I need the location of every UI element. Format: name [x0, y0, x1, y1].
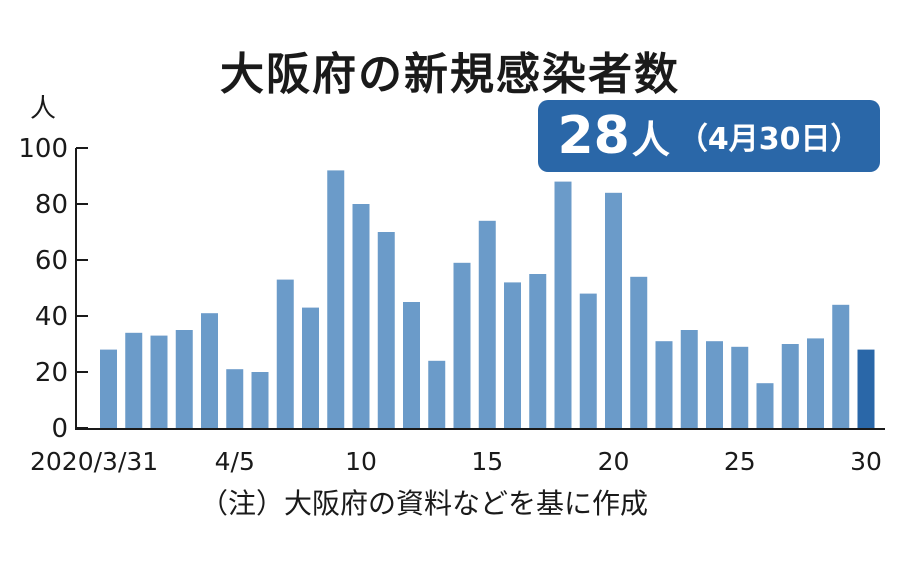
callout-date: （4月30日）	[677, 122, 861, 157]
y-tick-label: 20	[35, 358, 68, 388]
bar-2020-3-31	[100, 349, 117, 428]
bar-4-22	[655, 341, 673, 428]
callout-value: 28	[557, 106, 630, 166]
bar-4-2	[150, 335, 168, 428]
chart-title: 大阪府の新規感染者数	[220, 49, 680, 100]
bar-4-12	[403, 302, 420, 428]
x-tick-label: 25	[724, 447, 756, 476]
bar-4-14	[453, 262, 471, 428]
bar-4-30	[857, 349, 875, 428]
bar-4-15	[478, 220, 496, 428]
bar-4-10	[352, 204, 370, 428]
bar-4-21	[630, 276, 648, 428]
bar-4-20	[605, 192, 622, 428]
x-tick-label: 20	[598, 447, 630, 476]
bar-4-24	[706, 341, 723, 428]
x-tick-label: 30	[850, 447, 882, 476]
bar-4-5	[226, 369, 244, 428]
bar-4-9	[327, 170, 345, 428]
y-tick-label: 100	[18, 134, 68, 164]
bar-4-3	[175, 330, 193, 428]
x-tick-label: 4/5	[215, 447, 255, 476]
y-axis-unit: 人	[30, 94, 57, 124]
y-tick-label: 0	[51, 414, 68, 444]
bar-4-23	[680, 330, 698, 428]
bar-4-11	[377, 232, 395, 428]
bar-4-27	[781, 344, 799, 428]
bar-4-4	[201, 313, 218, 428]
bar-4-26	[756, 383, 774, 428]
bar-4-18	[554, 181, 572, 428]
bar-4-1	[125, 332, 143, 428]
x-tick-label: 15	[471, 447, 503, 476]
bar-4-29	[832, 304, 850, 428]
callout-unit: 人	[631, 117, 670, 162]
bar-4-8	[302, 307, 319, 428]
latest-value-callout: 28 人 （4月30日）	[538, 100, 880, 172]
bar-4-13	[428, 360, 446, 428]
bar-4-19	[579, 293, 597, 428]
x-tick-label: 10	[345, 447, 377, 476]
y-tick-label: 80	[35, 190, 68, 220]
y-tick-label: 40	[35, 302, 68, 332]
x-tick-label: 2020/3/31	[30, 447, 158, 476]
bar-4-7	[276, 279, 294, 428]
bar-4-16	[504, 282, 521, 428]
y-tick-label: 60	[35, 246, 68, 276]
bar-4-17	[529, 274, 547, 428]
bar-4-28	[807, 338, 824, 428]
source-note: （注）大阪府の資料などを基に作成	[200, 487, 649, 520]
bar-4-25	[731, 346, 749, 428]
bar-4-6	[251, 372, 269, 428]
